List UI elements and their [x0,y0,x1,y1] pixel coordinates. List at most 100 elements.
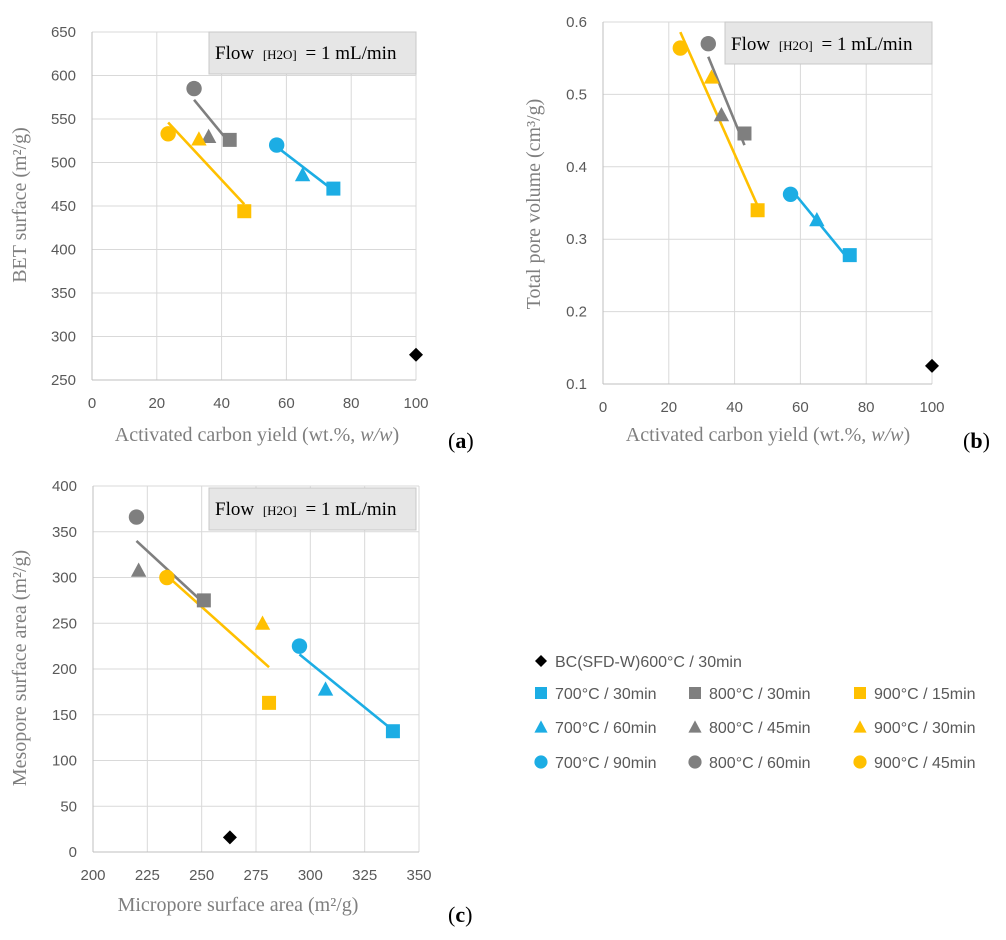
legend-marker [534,720,548,733]
flow-prefix: Flow [215,499,254,520]
trendline-blue [275,145,335,192]
data-point [809,211,825,227]
flow-subscript: [H2O] [263,47,297,62]
data-point [409,347,423,362]
data-point [222,830,237,845]
x-axis-title: Activated carbon yield (wt.%, w/w) [626,424,910,446]
data-point [925,358,939,373]
y-tick-label: 250 [52,615,77,632]
y-tick-label: 250 [51,372,76,389]
flow-annotation: Flow [H2O] = 1 mL/min [208,487,417,531]
legend-label: 700°C / 30min [555,686,657,703]
x-tick-label: 275 [243,867,268,884]
data-point [262,695,277,710]
svg-text:Flow [H2O] = 1: Flow [H2O] = 1 mL/min [215,43,397,64]
data-point [237,204,252,219]
legend-marker [535,655,547,667]
y-tick-label: 0.6 [566,14,587,31]
data-point [196,593,211,608]
trendline-blue [298,653,394,732]
y-tick-label: 450 [51,198,76,215]
x-tick-label: 20 [660,399,677,416]
data-point [294,166,311,182]
data-point [700,36,716,52]
svg-text:Flow [H2O] = 1: Flow [H2O] = 1 mL/min [731,34,913,55]
x-tick-label: 20 [148,395,165,412]
data-point [737,126,752,141]
data-point [703,69,720,84]
flow-prefix: Flow [731,34,770,55]
y-tick-label: 550 [51,111,76,128]
legend-marker [853,720,867,733]
y-tick-label: 300 [52,570,77,587]
x-tick-label: 60 [792,399,809,416]
legend-label: 900°C / 30min [874,720,976,737]
legend-marker [534,755,548,769]
trendline-yellow [167,121,246,206]
x-tick-label: 300 [298,867,323,884]
legend-marker [688,755,702,769]
y-axis-title: BET surface (m²/g) [9,127,31,283]
svg-text:Flow [H2O] = 1: Flow [H2O] = 1 mL/min [215,499,397,520]
data-point [672,40,689,56]
legend-label: 700°C / 60min [555,720,657,737]
x-tick-label: 60 [278,395,295,412]
y-tick-label: 300 [51,329,76,346]
x-tick-label: 100 [403,395,428,412]
legend-label: 800°C / 60min [709,755,811,772]
flow-subscript: [H2O] [779,38,813,53]
data-point [782,186,799,203]
y-tick-label: 650 [51,24,76,41]
x-tick-label: 40 [726,399,743,416]
x-tick-label: 325 [352,867,377,884]
data-point [200,128,217,143]
x-axis-title: Activated carbon yield (wt.%, w/w) [115,424,399,446]
x-tick-label: 100 [919,399,944,416]
y-tick-label: 0.3 [566,231,587,248]
legend-marker [688,720,702,733]
data-point [385,724,400,739]
data-point [713,106,730,122]
y-tick-label: 0.4 [566,159,587,176]
x-tick-label: 40 [213,395,230,412]
legend-label: 800°C / 30min [709,686,811,703]
chart-panel-b: 0 20 40 60 80 100 0.1 0.2 0.3 0.4 0.5 0.6 Flow [H2O… [523,14,990,453]
x-tick-label: 200 [80,867,105,884]
flow-annotation: Flow [H2O] = 1 mL/min [724,21,933,65]
legend: BC(SFD-W)600°C / 30min 700°C / 30min 800°C… [534,654,976,772]
y-axis-title: Total pore volume (cm³/g) [523,99,545,310]
data-point [160,126,176,142]
legend-marker [854,687,866,699]
legend-label: 900°C / 45min [874,755,976,772]
data-point [750,203,765,218]
legend-marker [853,755,867,769]
chart-panel-a: 0 20 40 60 80 100250300350400450500550600650 … [9,24,474,453]
y-tick-label: 600 [51,68,76,85]
y-tick-label: 0.2 [566,304,587,321]
panel-label-c: (c) [448,902,472,927]
flow-prefix: Flow [215,43,254,64]
flow-suffix: = 1 mL/min [306,43,397,64]
flow-subscript: [H2O] [263,503,297,518]
flow-annotation: Flow [H2O] = 1 mL/min [208,31,417,75]
legend-label: 800°C / 45min [709,720,811,737]
legend-label: 900°C / 15min [874,686,976,703]
y-tick-label: 500 [51,155,76,172]
data-point [191,131,207,146]
panel-label-a: (a) [448,428,474,453]
y-tick-label: 400 [51,242,76,259]
y-tick-label: 400 [52,478,77,495]
panel-label-b: (b) [963,428,990,453]
y-tick-label: 50 [60,798,77,815]
y-tick-label: 150 [52,707,77,724]
data-point [842,248,857,263]
trendline-yellow [166,574,270,669]
x-tick-label: 80 [858,399,875,416]
data-point [128,509,145,525]
data-point [159,569,175,586]
data-point [254,615,271,630]
y-tick-label: 350 [52,524,77,541]
legend-marker [689,687,701,699]
x-tick-label: 225 [135,867,160,884]
y-tick-label: 200 [52,661,77,678]
